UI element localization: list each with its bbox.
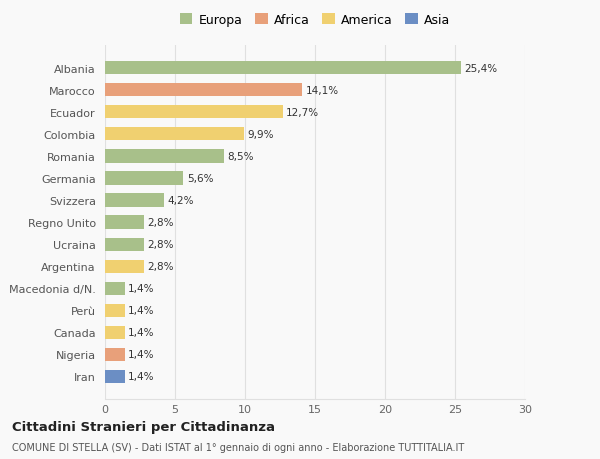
Text: 2,8%: 2,8% (148, 262, 174, 272)
Text: 2,8%: 2,8% (148, 218, 174, 228)
Bar (105, 216, 144, 229)
Text: 4,2%: 4,2% (167, 196, 194, 206)
Bar (105, 150, 224, 163)
Text: COMUNE DI STELLA (SV) - Dati ISTAT al 1° gennaio di ogni anno - Elaborazione TUT: COMUNE DI STELLA (SV) - Dati ISTAT al 1°… (12, 442, 464, 452)
Text: Cittadini Stranieri per Cittadinanza: Cittadini Stranieri per Cittadinanza (12, 420, 275, 433)
Text: 1,4%: 1,4% (128, 306, 155, 316)
Bar (105, 84, 302, 97)
Text: 1,4%: 1,4% (128, 350, 155, 360)
Bar (105, 348, 125, 361)
Text: 2,8%: 2,8% (148, 240, 174, 250)
Bar (105, 282, 125, 295)
Text: 9,9%: 9,9% (247, 129, 274, 140)
Bar (105, 260, 144, 273)
Text: 1,4%: 1,4% (128, 284, 155, 294)
Text: 14,1%: 14,1% (306, 85, 339, 95)
Bar (105, 304, 125, 317)
Bar (105, 194, 164, 207)
Text: 25,4%: 25,4% (464, 64, 497, 73)
Bar (105, 326, 125, 339)
Text: 5,6%: 5,6% (187, 174, 214, 184)
Bar (105, 172, 184, 185)
Legend: Europa, Africa, America, Asia: Europa, Africa, America, Asia (178, 11, 452, 29)
Text: 8,5%: 8,5% (227, 151, 254, 162)
Bar (105, 62, 461, 75)
Bar (105, 238, 144, 251)
Text: 12,7%: 12,7% (286, 107, 319, 118)
Text: 1,4%: 1,4% (128, 328, 155, 338)
Bar (105, 128, 244, 141)
Bar (105, 106, 283, 119)
Text: 1,4%: 1,4% (128, 372, 155, 381)
Bar (105, 370, 125, 383)
